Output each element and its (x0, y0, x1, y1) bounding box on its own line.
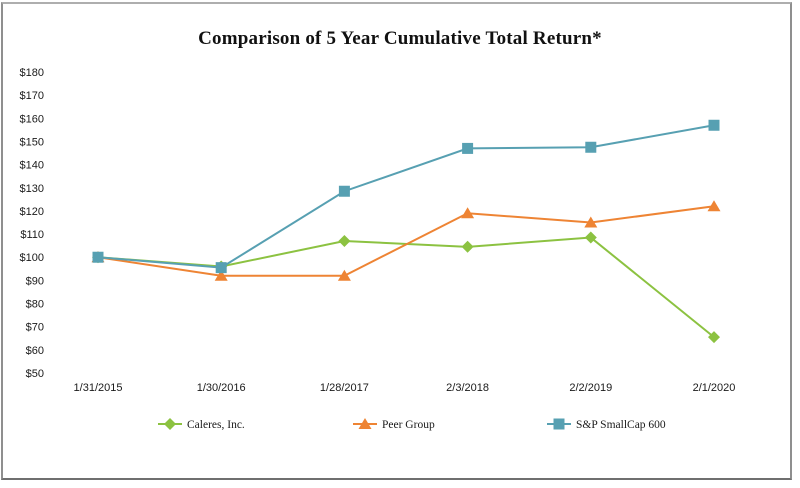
y-axis-tick-label: $70 (26, 322, 44, 334)
y-axis-tick-label: $60 (26, 345, 44, 357)
series-square (92, 119, 720, 274)
y-axis-tick-label: $170 (20, 90, 44, 102)
y-axis-tick-label: $140 (20, 160, 44, 172)
series-line (97, 205, 715, 277)
legend-marker-icon (164, 418, 176, 430)
series-triangle (91, 200, 721, 281)
data-point-marker (708, 119, 720, 131)
chart-title: Comparison of 5 Year Cumulative Total Re… (198, 28, 602, 49)
y-axis-tick-label: $180 (20, 67, 44, 79)
data-point-marker (584, 216, 598, 228)
data-point-marker (462, 142, 474, 154)
data-point-marker (338, 235, 351, 248)
x-axis-tick-label: 2/2/2019 (569, 382, 612, 394)
data-point-marker (707, 200, 721, 212)
legend-label: Peer Group (382, 419, 435, 431)
data-point-marker (338, 185, 350, 197)
data-point-marker (585, 141, 597, 153)
chart-border-frame (1, 2, 792, 480)
y-axis-tick-label: $160 (20, 113, 44, 125)
y-axis-tick-label: $80 (26, 299, 44, 311)
legend-item: Caleres, Inc. (158, 418, 245, 431)
legend-marker-icon (553, 418, 565, 430)
x-axis-tick-label: 1/30/2016 (197, 382, 246, 394)
data-point-marker (584, 231, 597, 244)
y-axis-tick-label: $110 (20, 229, 44, 241)
data-point-marker (92, 251, 104, 263)
y-axis-tick-label: $100 (20, 252, 44, 264)
y-axis-tick-label: $120 (20, 206, 44, 218)
data-point-marker (337, 269, 351, 281)
legend-label: S&P SmallCap 600 (576, 419, 666, 431)
x-axis-tick-label: 1/31/2015 (74, 382, 123, 394)
data-point-marker (461, 240, 474, 253)
legend-label: Caleres, Inc. (187, 419, 245, 431)
series-diamond (92, 231, 720, 344)
data-point-marker (708, 331, 720, 344)
series-line (97, 124, 715, 269)
x-axis-tick-label: 2/3/2018 (446, 382, 489, 394)
data-point-marker (215, 262, 227, 274)
y-axis-tick-label: $130 (20, 183, 44, 195)
legend-marker-icon (358, 418, 372, 429)
legend-item: S&P SmallCap 600 (547, 418, 666, 431)
y-axis-tick-label: $90 (26, 275, 44, 287)
x-axis-tick-label: 1/28/2017 (320, 382, 369, 394)
x-axis-tick-label: 2/1/2020 (693, 382, 736, 394)
legend-item: Peer Group (353, 418, 435, 431)
data-point-marker (461, 207, 475, 219)
y-axis-tick-label: $50 (26, 368, 44, 380)
series-line (97, 236, 715, 338)
y-axis-tick-label: $150 (20, 136, 44, 148)
data-point-marker (214, 269, 228, 281)
